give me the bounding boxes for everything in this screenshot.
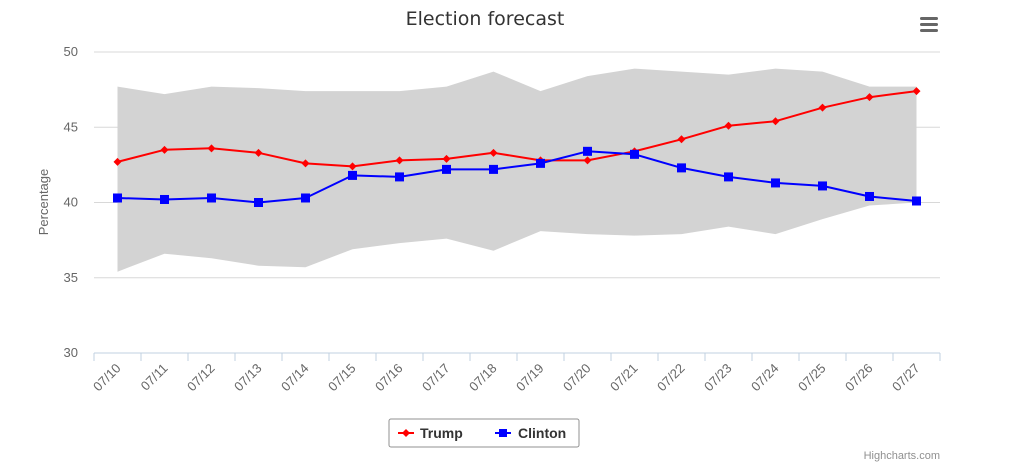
data-point-trump[interactable] [160, 145, 169, 154]
legend-clinton-marker [499, 429, 507, 437]
x-tick-label: 07/22 [654, 361, 688, 395]
data-point-clinton[interactable] [301, 193, 310, 203]
data-point-clinton[interactable] [771, 178, 780, 188]
y-tick-labels: 30 35 40 45 50 [64, 44, 78, 360]
data-point-clinton[interactable] [254, 198, 263, 207]
y-tick-label: 40 [64, 195, 78, 210]
x-tick-label: 07/11 [138, 361, 171, 394]
data-point-clinton[interactable] [489, 164, 498, 174]
legend-box [388, 418, 580, 448]
data-point-trump[interactable] [348, 162, 357, 171]
data-point-trump[interactable] [207, 144, 216, 153]
data-point-clinton[interactable] [818, 181, 827, 191]
x-tick-label: 07/13 [231, 361, 265, 395]
forecast-range-area [117, 68, 917, 272]
x-tick-label: 07/19 [513, 361, 547, 395]
data-point-clinton[interactable] [160, 194, 169, 204]
data-point-trump[interactable] [724, 121, 733, 130]
x-tick-label: 07/25 [795, 361, 829, 395]
data-point-clinton[interactable] [348, 170, 357, 180]
data-point-trump[interactable] [489, 148, 498, 157]
data-point-clinton[interactable] [395, 172, 404, 182]
data-point-clinton[interactable] [536, 158, 545, 168]
data-point-trump[interactable] [254, 148, 263, 157]
y-tick-label: 45 [64, 119, 78, 134]
x-tick-label: 07/16 [372, 361, 406, 395]
data-point-clinton[interactable] [677, 163, 686, 173]
data-point-trump[interactable] [583, 156, 592, 165]
data-point-trump[interactable] [301, 159, 310, 168]
x-tick-marks [93, 353, 941, 361]
x-tick-label: 07/12 [184, 361, 218, 395]
x-tick-label: 07/23 [701, 361, 735, 395]
series-clinton[interactable] [113, 146, 921, 207]
legend: Trump Clinton [388, 418, 580, 448]
data-point-trump[interactable] [442, 154, 451, 163]
hamburger-menu-icon[interactable] [918, 15, 940, 33]
data-point-trump[interactable] [818, 103, 827, 112]
data-point-clinton[interactable] [113, 193, 122, 203]
series-layer [113, 87, 921, 207]
legend-trump-marker [402, 429, 410, 437]
x-tick-label: 07/20 [560, 361, 594, 395]
x-tick-label: 07/10 [90, 361, 124, 395]
data-point-trump[interactable] [113, 157, 122, 166]
data-point-trump[interactable] [677, 135, 686, 144]
data-point-clinton[interactable] [865, 191, 874, 201]
data-point-clinton[interactable] [912, 196, 921, 206]
y-tick-label: 30 [64, 345, 78, 360]
data-point-clinton[interactable] [442, 164, 451, 174]
y-axis-label: Percentage [36, 169, 51, 236]
x-tick-label: 07/27 [889, 361, 923, 395]
x-tick-labels: 07/10 07/11 07/12 07/13 07/14 07/15 07/16 07/17… [90, 361, 923, 395]
data-point-trump[interactable] [865, 93, 874, 102]
x-tick-label: 07/15 [325, 361, 359, 395]
legend-clinton-label: Clinton [518, 425, 566, 441]
x-tick-label: 07/17 [419, 361, 453, 395]
series-line-trump [117, 90, 917, 168]
x-tick-label: 07/26 [842, 361, 876, 395]
series-line-clinton [117, 150, 917, 204]
x-tick-label: 07/18 [466, 361, 500, 395]
data-point-trump[interactable] [771, 117, 780, 126]
data-point-clinton[interactable] [207, 193, 216, 203]
data-point-clinton[interactable] [724, 172, 733, 182]
legend-trump-label: Trump [420, 425, 463, 441]
y-tick-label: 35 [64, 270, 78, 285]
chart-title: Election forecast [406, 8, 565, 30]
x-tick-label: 07/24 [748, 361, 782, 395]
y-tick-label: 50 [64, 44, 78, 59]
x-tick-label: 07/14 [278, 361, 312, 395]
highcharts-credit[interactable]: Highcharts.com [864, 450, 940, 462]
x-tick-label: 07/21 [607, 361, 641, 395]
data-point-trump[interactable] [912, 87, 921, 96]
data-point-trump[interactable] [395, 156, 404, 165]
data-point-clinton[interactable] [630, 149, 639, 159]
legend-item-clinton[interactable]: Clinton [495, 425, 566, 441]
legend-item-trump[interactable]: Trump [398, 425, 463, 441]
data-point-clinton[interactable] [583, 146, 592, 156]
